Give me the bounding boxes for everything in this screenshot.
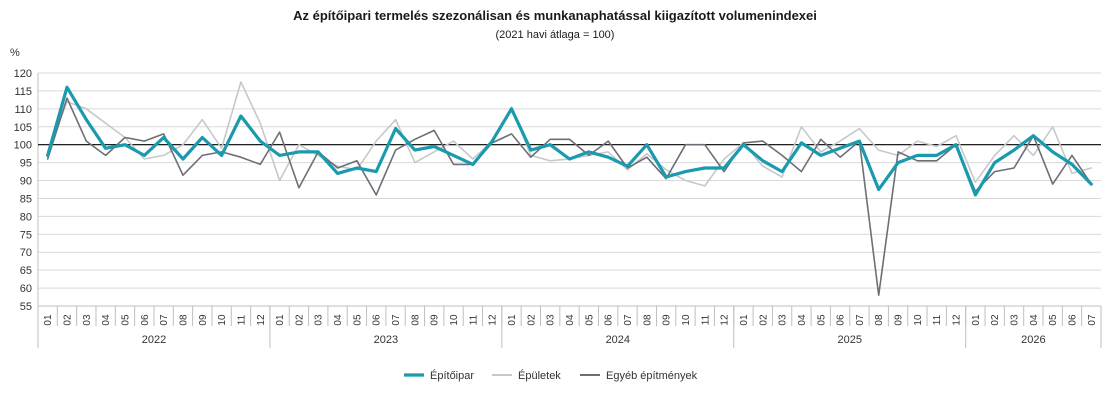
x-tick-label: 08 (410, 314, 421, 326)
x-tick-label: 03 (1010, 314, 1021, 326)
x-tick-label: 07 (1087, 314, 1098, 326)
x-tick-label: 06 (1068, 314, 1079, 326)
series-line-2 (46, 81, 1093, 187)
y-tick-label: 105 (14, 122, 32, 134)
x-tick-label: 01 (739, 314, 750, 326)
x-tick-label: 05 (120, 314, 131, 326)
grid-lines (37, 72, 1101, 307)
legend-label: Építőipar (430, 369, 474, 382)
x-tick-label: 11 (700, 314, 711, 325)
y-tick-label: 120 (14, 68, 32, 80)
x-tick-label: 05 (1048, 314, 1059, 326)
x-tick-label: 09 (662, 314, 673, 326)
x-tick-label: 06 (836, 314, 847, 326)
x-tick-label: 04 (333, 314, 344, 326)
legend-label: Egyéb építmények (606, 370, 698, 382)
x-tick-label: 06 (604, 314, 615, 326)
y-tick-labels: 55 60 65 70 75 80 85 90 95 100 105 110 115 120 (14, 68, 32, 313)
x-tick-label: 08 (874, 314, 885, 326)
x-tick-label: 10 (913, 314, 924, 326)
x-tick-label: 12 (488, 314, 499, 326)
year-label: 2025 (838, 334, 862, 346)
year-label: 2022 (142, 334, 166, 346)
x-tick-label: 09 (894, 314, 905, 326)
x-tick-label: 02 (758, 314, 769, 326)
x-axis: 01 02 03 04 05 06 07 08 09 10 11 12 01 02 03 04 05 06 07 08… (37, 305, 1102, 348)
x-tick-label: 12 (256, 314, 267, 326)
y-tick-label: 90 (20, 176, 32, 188)
x-tick-label: 11 (236, 314, 247, 325)
x-tick-label: 10 (449, 314, 460, 326)
y-tick-label: 80 (20, 211, 32, 223)
x-tick-label: 04 (101, 314, 112, 326)
x-tick-label: 07 (159, 314, 170, 326)
year-label: 2024 (606, 334, 630, 346)
x-tick-label: 03 (546, 314, 557, 326)
x-tick-label: 10 (217, 314, 228, 326)
x-tick-label: 02 (294, 314, 305, 326)
x-tick-label: 01 (275, 314, 286, 326)
x-tick-label: 06 (372, 314, 383, 326)
x-tick-label: 04 (565, 314, 576, 326)
y-tick-label: 75 (20, 229, 32, 241)
x-tick-label: 10 (681, 314, 692, 326)
year-label: 2026 (1021, 334, 1045, 346)
x-tick-label: 04 (797, 314, 808, 326)
legend-label: Épületek (518, 369, 561, 382)
series-line-1 (46, 85, 1093, 197)
x-tick-label: 06 (140, 314, 151, 326)
x-tick-label: 07 (623, 314, 634, 326)
x-tick-label: 11 (932, 314, 943, 325)
chart-subtitle: (2021 havi átlaga = 100) (496, 29, 615, 41)
y-axis-label: % (10, 47, 20, 59)
series-lines (46, 81, 1093, 297)
x-tick-label: 01 (43, 314, 54, 326)
x-tick-label: 01 (507, 314, 518, 326)
x-tick-label: 05 (584, 314, 595, 326)
series-line-3 (46, 97, 1093, 297)
legend: Építőipar Épületek Egyéb építmények (404, 369, 698, 382)
x-tick-label: 08 (178, 314, 189, 326)
x-tick-label: 02 (990, 314, 1001, 326)
x-tick-label: 07 (391, 314, 402, 326)
x-tick-label: 09 (198, 314, 209, 326)
y-tick-label: 55 (20, 301, 32, 313)
x-tick-label: 12 (952, 314, 963, 326)
x-tick-label: 09 (430, 314, 441, 326)
x-tick-label: 02 (526, 314, 537, 326)
x-tick-label: 11 (468, 314, 479, 325)
x-tick-label: 03 (314, 314, 325, 326)
x-tick-label: 05 (816, 314, 827, 326)
x-tick-label: 07 (855, 314, 866, 326)
x-tick-label: 01 (971, 314, 982, 326)
y-tick-label: 95 (20, 158, 32, 170)
y-tick-label: 70 (20, 247, 32, 259)
y-tick-label: 110 (14, 104, 32, 116)
x-tick-label: 04 (1029, 314, 1040, 326)
x-tick-label: 03 (82, 314, 93, 326)
x-tick-label: 02 (62, 314, 73, 326)
x-tick-label: 12 (720, 314, 731, 326)
x-tick-label: 05 (352, 314, 363, 326)
y-tick-label: 100 (14, 140, 32, 152)
y-tick-label: 115 (14, 86, 32, 98)
y-tick-label: 85 (20, 193, 32, 205)
y-tick-label: 65 (20, 265, 32, 277)
chart-title: Az építőipari termelés szezonálisan és m… (293, 8, 817, 23)
x-tick-label: 03 (778, 314, 789, 326)
year-label: 2023 (374, 334, 398, 346)
x-tick-label: 08 (642, 314, 653, 326)
y-tick-label: 60 (20, 283, 32, 295)
